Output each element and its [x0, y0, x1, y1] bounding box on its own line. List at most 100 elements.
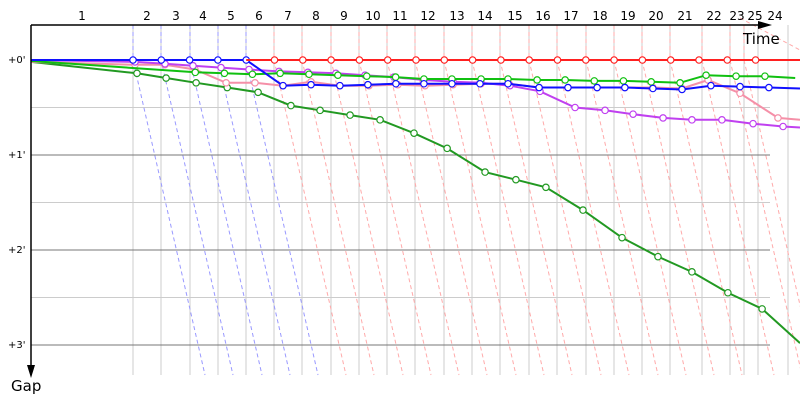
- data-point: [676, 79, 684, 87]
- data-point: [383, 56, 392, 64]
- data-point: [336, 81, 344, 90]
- x-axis-arrow-icon: [758, 21, 772, 29]
- x-tick-label: 25: [747, 9, 762, 23]
- y-tick-label: +2': [8, 245, 26, 256]
- series: [246, 56, 800, 64]
- data-point: [678, 85, 686, 94]
- x-tick-label: 22: [706, 9, 721, 23]
- data-point: [638, 56, 647, 64]
- y-tick-label: +0': [8, 55, 26, 66]
- data-point: [758, 305, 766, 313]
- x-tick-label: 13: [449, 9, 464, 23]
- data-point: [362, 72, 371, 80]
- data-point: [629, 110, 637, 118]
- data-point: [298, 56, 307, 64]
- data-point: [440, 56, 449, 64]
- data-point: [162, 74, 170, 82]
- data-point: [270, 56, 279, 64]
- data-point: [316, 106, 324, 115]
- y-axis-label: Gap: [11, 377, 41, 395]
- data-point: [327, 56, 335, 64]
- x-tick-label: 21: [677, 9, 692, 23]
- data-point: [751, 56, 760, 64]
- data-point: [220, 69, 229, 78]
- x-tick-label: 20: [648, 9, 663, 23]
- data-point: [276, 69, 284, 78]
- data-point: [287, 101, 295, 110]
- data-point: [412, 56, 420, 64]
- data-point: [129, 56, 137, 64]
- axes: Time Gap: [11, 21, 780, 395]
- data-point: [185, 56, 194, 64]
- data-point: [217, 63, 225, 72]
- data-point: [248, 70, 257, 79]
- data-point: [718, 116, 726, 124]
- x-tick-label: 1: [78, 9, 86, 23]
- x-axis-label: Time: [742, 30, 780, 48]
- x-tick-label: 15: [507, 9, 522, 23]
- data-point: [157, 56, 166, 64]
- leader-time-line: [739, 17, 800, 51]
- y-axis-arrow-icon: [27, 365, 35, 378]
- series: [30, 60, 800, 344]
- x-tick-label: 12: [420, 9, 435, 23]
- data-point: [512, 175, 520, 184]
- data-point: [695, 56, 703, 64]
- x-tick-label: 18: [592, 9, 607, 23]
- data-point: [553, 56, 562, 64]
- x-tick-label: 17: [563, 9, 578, 23]
- data-point: [533, 76, 541, 84]
- series: [31, 56, 800, 94]
- series: [30, 60, 796, 87]
- data-point: [621, 83, 629, 92]
- data-point: [376, 116, 384, 124]
- data-point: [601, 106, 609, 115]
- data-point: [774, 114, 782, 122]
- data-point: [724, 288, 732, 297]
- data-point: [420, 79, 428, 88]
- x-tick-label: 4: [199, 9, 207, 23]
- data-point: [481, 168, 489, 176]
- data-point: [535, 83, 543, 92]
- x-tick-label: 16: [535, 9, 550, 23]
- data-point: [133, 69, 141, 78]
- x-tick-labels: 1 2 3 4 5 6 7 8 9 10 11 12 13 14 15 16 17 18 19 20 21 22 23 25 2…: [78, 9, 782, 23]
- x-tick-label: 14: [477, 9, 492, 23]
- data-point: [593, 83, 601, 92]
- y-tick-label: +1': [8, 150, 26, 161]
- data-point: [571, 103, 579, 112]
- leader-time-lines: [132, 17, 800, 376]
- data-point: [761, 72, 769, 80]
- data-point: [334, 71, 342, 80]
- series-line: [30, 60, 800, 344]
- data-point: [542, 183, 550, 192]
- data-point: [410, 129, 418, 137]
- data-point: [391, 73, 400, 81]
- data-point: [649, 84, 657, 93]
- data-point: [561, 76, 569, 84]
- data-point: [525, 56, 534, 64]
- data-point: [476, 79, 484, 88]
- data-point: [364, 80, 372, 89]
- data-point: [497, 56, 505, 64]
- data-point: [279, 81, 287, 90]
- data-point: [189, 61, 197, 70]
- data-point: [732, 72, 740, 80]
- data-point: [579, 206, 587, 214]
- data-point: [222, 79, 230, 87]
- x-tick-label: 11: [392, 9, 407, 23]
- data-point: [448, 79, 456, 88]
- x-tick-label: 7: [284, 9, 292, 23]
- data-point: [702, 71, 710, 80]
- data-point: [659, 114, 667, 122]
- data-point: [305, 70, 313, 79]
- data-point: [590, 77, 599, 85]
- data-point: [355, 56, 364, 64]
- x-tick-label: 3: [172, 9, 180, 23]
- data-point: [504, 79, 512, 88]
- data-point: [307, 80, 315, 89]
- data-point: [688, 268, 696, 276]
- data-point: [688, 116, 696, 124]
- data-point: [779, 122, 787, 131]
